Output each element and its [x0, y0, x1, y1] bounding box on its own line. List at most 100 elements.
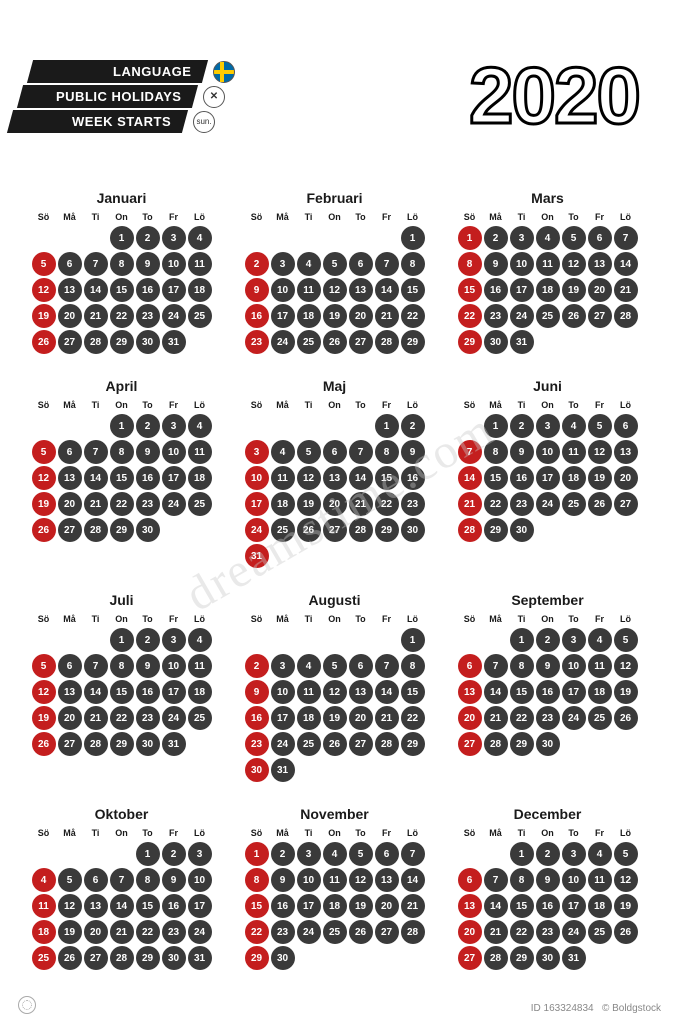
- close-icon: ✕: [203, 86, 225, 108]
- day-cell: 3: [297, 842, 321, 866]
- day-cell: 17: [297, 894, 321, 918]
- day-cell: 21: [375, 706, 399, 730]
- day-cell: 27: [375, 920, 399, 944]
- day-empty: [349, 226, 373, 250]
- day-cell: 27: [614, 492, 638, 516]
- day-cell: 1: [245, 842, 269, 866]
- day-cell: 3: [271, 252, 295, 276]
- day-cell: 17: [562, 894, 586, 918]
- badge-row: WEEK STARTSsun.: [30, 110, 235, 133]
- day-empty: [323, 628, 347, 652]
- day-empty: [245, 414, 269, 438]
- day-cell: 20: [375, 894, 399, 918]
- day-cell: 19: [562, 278, 586, 302]
- month: OktoberSöMåTiOnToFrLö1234567891011121314…: [30, 806, 213, 970]
- days-grid: 1234567891011121314151617181920212223242…: [32, 842, 212, 970]
- day-cell: 4: [536, 226, 560, 250]
- day-cell: 8: [458, 252, 482, 276]
- days-grid: 1234567891011121314151617181920212223242…: [245, 842, 425, 970]
- weekday-label: Fr: [375, 212, 399, 222]
- day-cell: 26: [32, 518, 56, 542]
- day-cell: 28: [401, 920, 425, 944]
- day-cell: 22: [484, 492, 508, 516]
- day-cell: 15: [401, 680, 425, 704]
- day-cell: 23: [536, 706, 560, 730]
- day-cell: 12: [297, 466, 321, 490]
- day-cell: 4: [562, 414, 586, 438]
- day-cell: 5: [349, 842, 373, 866]
- day-cell: 19: [323, 304, 347, 328]
- day-cell: 31: [510, 330, 534, 354]
- day-empty: [245, 226, 269, 250]
- day-cell: 23: [136, 492, 160, 516]
- weekday-label: On: [323, 828, 347, 838]
- day-cell: 1: [458, 226, 482, 250]
- day-cell: 25: [188, 492, 212, 516]
- day-cell: 1: [510, 628, 534, 652]
- weekday-label: Ti: [297, 828, 321, 838]
- day-cell: 2: [484, 226, 508, 250]
- day-cell: 6: [614, 414, 638, 438]
- month: JuliSöMåTiOnToFrLö1234567891011121314151…: [30, 592, 213, 782]
- day-empty: [375, 226, 399, 250]
- day-cell: 31: [562, 946, 586, 970]
- sunday-icon: sun.: [193, 111, 215, 133]
- day-cell: 3: [510, 226, 534, 250]
- weekday-label: Må: [58, 400, 82, 410]
- day-cell: 10: [562, 868, 586, 892]
- badge-row: LANGUAGE: [30, 60, 235, 83]
- day-cell: 7: [110, 868, 134, 892]
- day-cell: 12: [32, 466, 56, 490]
- day-cell: 28: [458, 518, 482, 542]
- day-cell: 12: [562, 252, 586, 276]
- weekday-label: Fr: [588, 212, 612, 222]
- day-cell: 20: [58, 706, 82, 730]
- day-cell: 23: [136, 304, 160, 328]
- badge-label: WEEK STARTS: [7, 110, 188, 133]
- day-cell: 20: [58, 304, 82, 328]
- day-cell: 11: [188, 440, 212, 464]
- weekday-label: Lö: [401, 400, 425, 410]
- day-cell: 24: [510, 304, 534, 328]
- day-cell: 8: [110, 654, 134, 678]
- day-cell: 23: [401, 492, 425, 516]
- weekday-header: SöMåTiOnToFrLö: [458, 212, 638, 222]
- day-cell: 23: [484, 304, 508, 328]
- badge-label: PUBLIC HOLIDAYS: [17, 85, 198, 108]
- day-cell: 31: [188, 946, 212, 970]
- days-grid: 1234567891011121314151617181920212223242…: [32, 226, 212, 354]
- day-cell: 26: [297, 518, 321, 542]
- day-cell: 27: [588, 304, 612, 328]
- days-grid: 1234567891011121314151617181920212223242…: [32, 628, 212, 756]
- weekday-label: To: [562, 828, 586, 838]
- day-cell: 20: [614, 466, 638, 490]
- day-cell: 29: [110, 330, 134, 354]
- weekday-label: Må: [58, 828, 82, 838]
- weekday-header: SöMåTiOnToFrLö: [245, 400, 425, 410]
- day-cell: 7: [375, 654, 399, 678]
- day-cell: 16: [136, 278, 160, 302]
- day-cell: 4: [188, 226, 212, 250]
- day-cell: 13: [323, 466, 347, 490]
- day-cell: 1: [136, 842, 160, 866]
- weekday-label: Må: [271, 828, 295, 838]
- weekday-header: SöMåTiOnToFrLö: [458, 400, 638, 410]
- day-cell: 6: [458, 654, 482, 678]
- day-cell: 19: [614, 894, 638, 918]
- day-empty: [271, 226, 295, 250]
- weekday-header: SöMåTiOnToFrLö: [32, 212, 212, 222]
- day-cell: 11: [588, 868, 612, 892]
- day-cell: 25: [588, 920, 612, 944]
- day-cell: 17: [162, 680, 186, 704]
- day-cell: 26: [588, 492, 612, 516]
- weekday-label: To: [349, 614, 373, 624]
- weekday-label: Sö: [245, 828, 269, 838]
- day-cell: 26: [58, 946, 82, 970]
- day-cell: 10: [271, 278, 295, 302]
- day-cell: 17: [162, 466, 186, 490]
- day-cell: 29: [110, 518, 134, 542]
- day-cell: 7: [484, 654, 508, 678]
- weekday-label: Ti: [84, 828, 108, 838]
- day-empty: [58, 414, 82, 438]
- day-cell: 16: [245, 706, 269, 730]
